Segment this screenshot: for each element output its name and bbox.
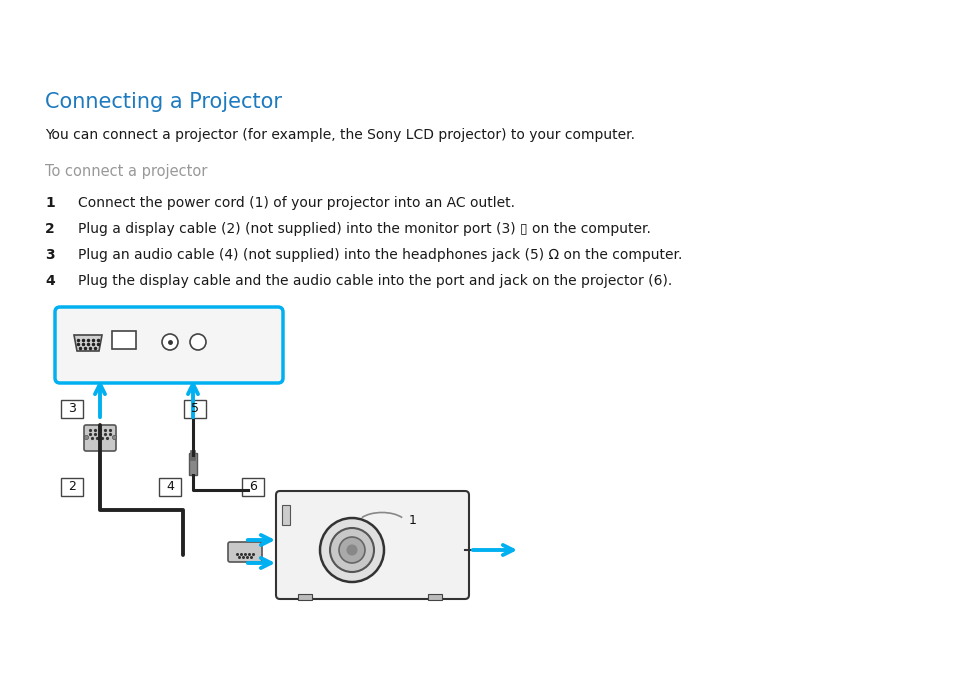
Bar — [189, 453, 196, 475]
Circle shape — [330, 528, 374, 572]
Text: $\mathbf{\mathit{V\!A\!I\!O}}$: $\mathbf{\mathit{V\!A\!I\!O}}$ — [14, 16, 70, 44]
Text: 2: 2 — [45, 222, 54, 236]
Text: Plug a display cable (2) (not supplied) into the monitor port (3) ▯ on the compu: Plug a display cable (2) (not supplied) … — [78, 222, 650, 236]
FancyBboxPatch shape — [84, 425, 116, 451]
Text: 6: 6 — [249, 481, 256, 493]
Bar — [242, 478, 264, 496]
Text: Plug the display cable and the audio cable into the port and jack on the project: Plug the display cable and the audio cab… — [78, 274, 672, 288]
FancyBboxPatch shape — [275, 491, 469, 599]
Circle shape — [347, 545, 356, 555]
Circle shape — [338, 537, 365, 563]
Text: 4: 4 — [45, 274, 54, 288]
Bar — [159, 478, 181, 496]
Bar — [112, 331, 136, 349]
Text: 2: 2 — [68, 481, 76, 493]
FancyBboxPatch shape — [228, 542, 262, 562]
Bar — [297, 594, 312, 600]
Bar — [184, 400, 206, 418]
Bar — [61, 478, 83, 496]
FancyBboxPatch shape — [55, 307, 283, 383]
Text: 3: 3 — [45, 248, 54, 262]
Circle shape — [162, 334, 178, 350]
Circle shape — [190, 334, 206, 350]
Text: 5: 5 — [191, 402, 199, 415]
Text: 4: 4 — [166, 481, 173, 493]
Text: 3: 3 — [68, 402, 76, 415]
Text: ◄: ◄ — [864, 13, 873, 23]
Text: 73: 73 — [875, 11, 892, 24]
Bar — [428, 594, 441, 600]
Bar — [61, 400, 83, 418]
Text: Plug an audio cable (4) (not supplied) into the headphones jack (5) Ω on the com: Plug an audio cable (4) (not supplied) i… — [78, 248, 681, 262]
Bar — [191, 450, 195, 460]
Polygon shape — [74, 335, 102, 351]
Text: 1: 1 — [409, 514, 416, 528]
Text: To connect a projector: To connect a projector — [45, 164, 207, 179]
Text: Using Peripheral Devices: Using Peripheral Devices — [814, 35, 952, 45]
Circle shape — [319, 518, 384, 582]
Text: Connect the power cord (1) of your projector into an AC outlet.: Connect the power cord (1) of your proje… — [78, 196, 515, 210]
Bar — [401, 512, 423, 530]
Text: 1: 1 — [45, 196, 54, 210]
Text: Connecting a Projector: Connecting a Projector — [45, 92, 282, 112]
Text: You can connect a projector (for example, the Sony LCD projector) to your comput: You can connect a projector (for example… — [45, 128, 635, 142]
Bar — [282, 505, 290, 525]
Text: ►: ► — [893, 13, 902, 23]
